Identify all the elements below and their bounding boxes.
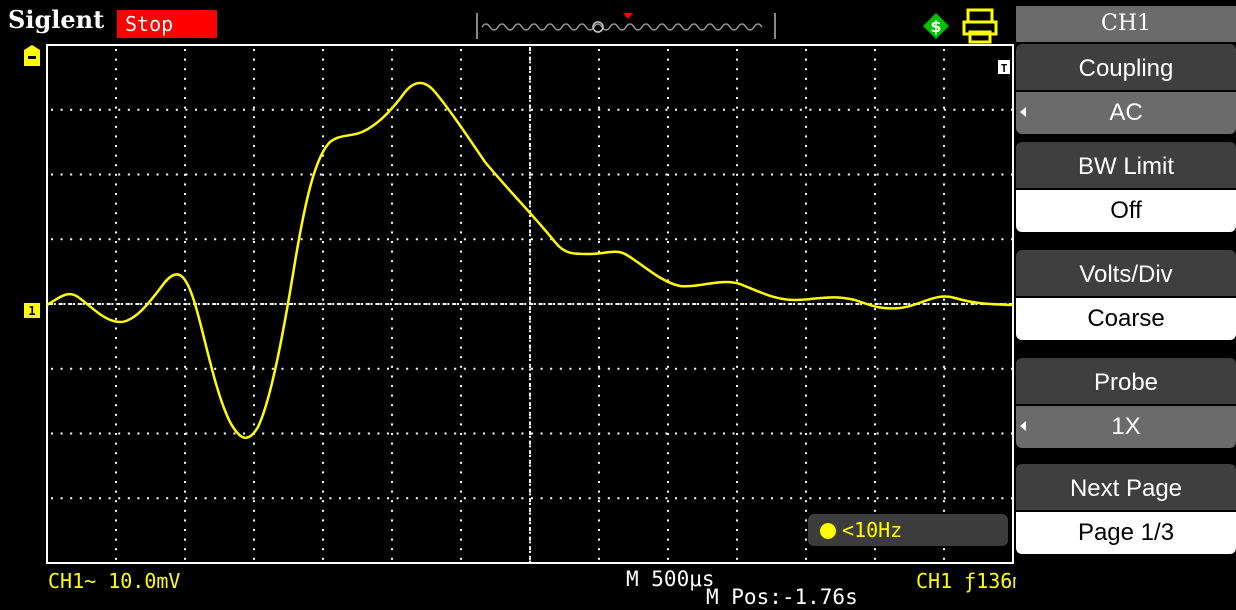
menu-item-volts-div[interactable]: Volts/Div Coarse <box>1016 250 1236 350</box>
menu-item-value[interactable]: AC <box>1016 92 1236 134</box>
chevron-left-icon <box>1020 107 1026 117</box>
menu-item-label: Coupling <box>1016 44 1236 90</box>
menu-item-label: Next Page <box>1016 464 1236 510</box>
usb-icon: $ <box>922 12 950 40</box>
top-status-bar: Siglent Stop $ <box>0 0 1016 44</box>
frequency-icon <box>820 523 836 539</box>
chevron-left-icon <box>1020 421 1026 431</box>
printer-icon <box>960 8 1000 44</box>
waveform-display[interactable]: 1 T <box>0 42 1016 572</box>
trigger-position-marker[interactable] <box>24 45 40 66</box>
menu-item-next-page[interactable]: Next Page Page 1/3 <box>1016 464 1236 564</box>
svg-text:T: T <box>1001 62 1008 75</box>
menu-item-value[interactable]: Page 1/3 <box>1016 512 1236 554</box>
ch1-vertical-scale: CH1~ 10.0mV <box>48 569 181 593</box>
trigger-level-marker[interactable]: T <box>998 60 1010 75</box>
menu-item-value[interactable]: 1X <box>1016 406 1236 448</box>
horizontal-position: M Pos:-1.76s <box>706 585 858 609</box>
ch1-menu: CH1 Coupling AC BW Limit Off Volts/Div C… <box>1016 0 1236 606</box>
svg-text:$: $ <box>930 17 941 36</box>
menu-item-label: BW Limit <box>1016 142 1236 188</box>
bottom-status-bar: CH1~ 10.0mV M 500μs M Pos:-1.76s CH1 ƒ13… <box>0 567 1236 609</box>
ch1-marker[interactable]: 1 <box>24 303 40 318</box>
menu-item-bw-limit[interactable]: BW Limit Off <box>1016 142 1236 242</box>
ch1-waveform-trace <box>46 81 1014 439</box>
menu-item-probe[interactable]: Probe 1X <box>1016 358 1236 458</box>
frequency-value: <10Hz <box>842 518 903 542</box>
brand-logo: Siglent <box>8 5 105 34</box>
menu-item-value[interactable]: Off <box>1016 190 1236 232</box>
frequency-counter: <10Hz <box>808 514 1008 546</box>
menu-item-label: Volts/Div <box>1016 250 1236 296</box>
waveform-memory-strip <box>476 13 776 39</box>
horizontal-timebase: M 500μs <box>626 567 715 591</box>
svg-text:1: 1 <box>28 304 35 318</box>
menu-item-coupling[interactable]: Coupling AC <box>1016 44 1236 144</box>
menu-item-value[interactable]: Coarse <box>1016 298 1236 340</box>
run-stop-status[interactable]: Stop <box>117 10 217 38</box>
menu-item-label: Probe <box>1016 358 1236 404</box>
menu-title: CH1 <box>1016 6 1236 42</box>
